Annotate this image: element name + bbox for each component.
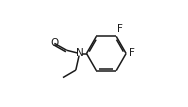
Text: F: F <box>129 48 135 58</box>
Text: F: F <box>117 24 123 34</box>
Text: O: O <box>50 38 58 48</box>
Text: N: N <box>76 48 83 59</box>
